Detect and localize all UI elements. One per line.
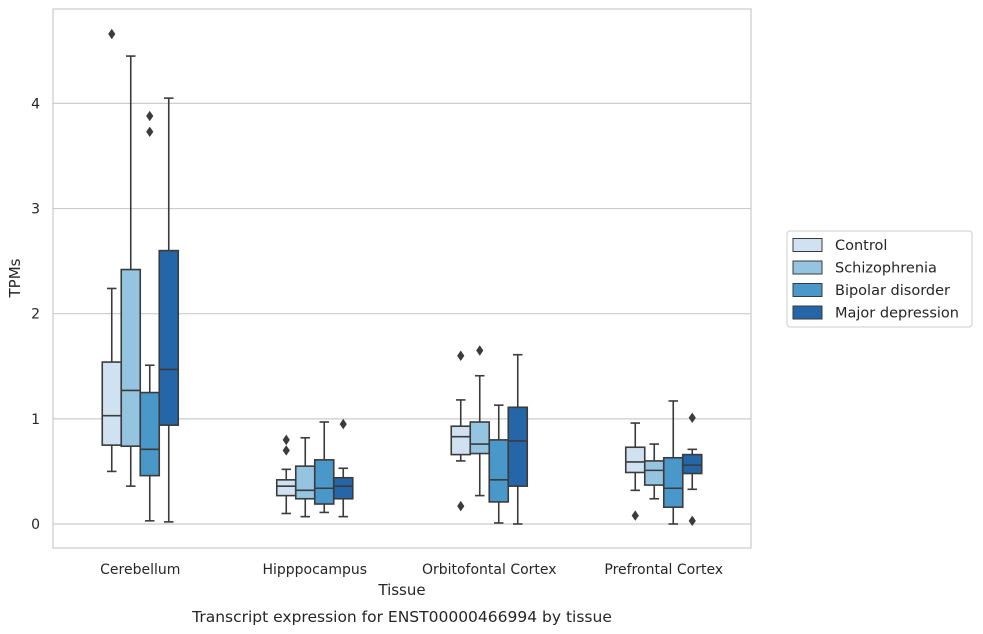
x-tick-label: Hipppocampus <box>262 562 367 578</box>
chart-caption: Transcript expression for ENST0000046699… <box>191 608 612 626</box>
legend-swatch <box>793 239 822 252</box>
box-iqr <box>334 478 353 499</box>
box-iqr <box>315 460 334 504</box>
box-iqr <box>489 440 508 502</box>
y-axis-label: TPMs <box>6 258 24 298</box>
legend-swatch <box>793 306 822 319</box>
box-iqr <box>626 447 645 472</box>
x-tick-label: Cerebellum <box>100 562 180 578</box>
box-iqr <box>664 458 683 507</box>
legend-swatch <box>793 261 822 274</box>
box-iqr <box>121 270 140 447</box>
legend-label: Schizophrenia <box>835 261 937 277</box>
y-tick-label: 4 <box>31 96 40 112</box>
x-tick-label: Prefrontal Cortex <box>604 562 723 578</box>
box-iqr <box>470 422 489 454</box>
box-iqr <box>296 466 315 499</box>
box-iqr <box>683 455 702 474</box>
y-tick-label: 3 <box>31 202 40 218</box>
box-iqr <box>508 407 527 486</box>
y-tick-label: 2 <box>31 307 40 323</box>
y-tick-labels: 0 1 2 3 4 <box>31 96 40 533</box>
box-iqr <box>277 480 296 496</box>
y-tick-label: 0 <box>31 517 40 533</box>
legend-label: Major depression <box>835 306 959 322</box>
box-iqr <box>159 251 178 426</box>
box-iqr <box>102 362 121 445</box>
legend-swatch <box>793 284 822 297</box>
box-iqr <box>140 393 159 476</box>
legend-label: Bipolar disorder <box>835 283 950 299</box>
x-tick-labels: Cerebellum Hipppocampus Orbitofontal Corte… <box>100 562 723 578</box>
box-iqr <box>645 461 664 485</box>
x-axis-label: Tissue <box>377 581 425 599</box>
legend-label: Control <box>835 238 887 254</box>
boxplot-chart: 0 1 2 3 4 Cerebellum Hipppocampus Orbitofontal… <box>0 0 983 634</box>
legend: Control Schizophrenia Bipolar disorder Majo… <box>787 231 972 327</box>
x-tick-label: Orbitofontal Cortex <box>422 562 557 578</box>
box-iqr <box>451 426 470 454</box>
y-tick-label: 1 <box>31 412 40 428</box>
